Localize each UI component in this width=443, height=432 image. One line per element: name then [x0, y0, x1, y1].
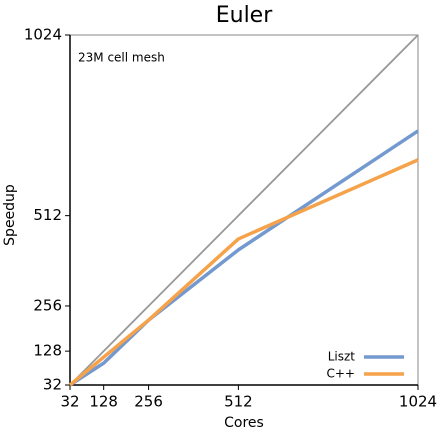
- y-axis-label: Speedup: [2, 184, 18, 246]
- x-tick-label: 128: [89, 393, 118, 411]
- x-tick-label: 32: [60, 393, 79, 411]
- y-tick-label: 512: [33, 206, 62, 224]
- series-line: [69, 129, 419, 387]
- y-tick-label: 128: [33, 342, 62, 360]
- annotation: 23M cell mesh: [78, 51, 165, 65]
- y-tick-label: 256: [33, 296, 62, 314]
- x-tick-label: 512: [224, 393, 253, 411]
- chart-title: Euler: [216, 3, 273, 28]
- series-line: [69, 34, 419, 386]
- x-tick-label: 256: [134, 393, 163, 411]
- x-axis-label: Cores: [224, 415, 264, 431]
- y-tick-label: 32: [43, 376, 62, 394]
- x-tick-label: 1024: [399, 393, 437, 411]
- legend-label: Liszt: [328, 350, 356, 364]
- y-tick-label: 1024: [24, 26, 62, 44]
- series-line: [68, 158, 419, 387]
- legend-label: C++: [327, 367, 356, 381]
